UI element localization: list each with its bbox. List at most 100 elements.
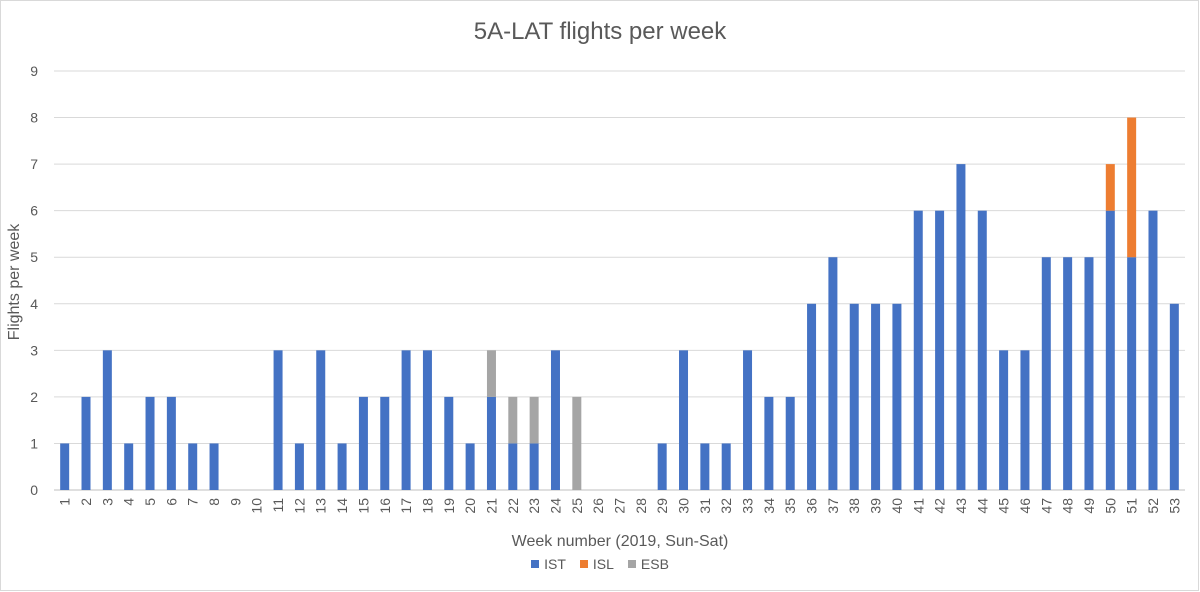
bar-ist-week-32 xyxy=(721,443,731,490)
bar-ist-week-52 xyxy=(1148,210,1158,490)
bar-ist-week-13 xyxy=(316,350,326,490)
bar-ist-week-36 xyxy=(807,303,817,490)
bar-ist-week-23 xyxy=(529,443,539,490)
bar-ist-week-3 xyxy=(102,350,112,490)
y-tick-label: 8 xyxy=(30,110,38,126)
gridlines xyxy=(54,70,1185,491)
x-tick-label: 24 xyxy=(547,498,563,514)
x-tick-label: 38 xyxy=(846,498,862,514)
x-tick-label: 21 xyxy=(483,498,499,514)
x-tick-label: 30 xyxy=(676,498,692,514)
legend-label-esb: ESB xyxy=(640,556,669,572)
bar-ist-week-1 xyxy=(60,443,70,490)
x-tick-label: 31 xyxy=(697,498,713,514)
x-tick-label: 28 xyxy=(633,498,649,514)
x-axis-ticks: 1 2 3 4 5 6 7 8 9 10 11 12 13 14 15 16 17 18 19 20 21 22 23 24 2… xyxy=(57,498,1183,514)
bar-ist-week-39 xyxy=(871,303,881,490)
x-tick-label: 32 xyxy=(718,498,734,514)
bar-ist-week-33 xyxy=(743,350,753,490)
bar-ist-week-16 xyxy=(380,396,390,490)
x-tick-label: 37 xyxy=(825,498,841,514)
bar-ist-week-30 xyxy=(679,350,689,490)
x-tick-label: 43 xyxy=(953,498,969,514)
bar-ist-week-47 xyxy=(1041,257,1051,490)
y-axis-label: Flights per week xyxy=(6,223,23,340)
x-tick-label: 3 xyxy=(99,498,115,506)
x-tick-label: 42 xyxy=(932,498,948,514)
x-tick-label: 25 xyxy=(569,498,585,514)
y-tick-label: 4 xyxy=(30,296,38,312)
bar-ist-week-35 xyxy=(785,396,795,490)
bar-esb-week-23 xyxy=(529,396,539,444)
bar-ist-week-48 xyxy=(1063,257,1073,490)
bar-ist-week-49 xyxy=(1084,257,1094,490)
bar-ist-week-21 xyxy=(486,396,496,490)
y-tick-label: 2 xyxy=(30,389,38,405)
x-tick-label: 1 xyxy=(57,498,73,506)
bar-isl-week-51 xyxy=(1127,117,1137,258)
legend-swatch-isl xyxy=(579,560,588,568)
bar-ist-week-20 xyxy=(465,443,475,490)
x-tick-label: 6 xyxy=(163,498,179,506)
x-tick-label: 26 xyxy=(590,498,606,514)
legend-item-esb: ESB xyxy=(627,556,669,572)
x-tick-label: 27 xyxy=(612,498,628,514)
bar-ist-week-14 xyxy=(337,443,347,490)
bar-ist-week-42 xyxy=(935,210,945,490)
x-tick-label: 5 xyxy=(142,498,158,506)
x-tick-label: 4 xyxy=(121,498,137,506)
chart-title: 5A-LAT flights per week xyxy=(473,18,727,45)
legend: IST ISL ESB xyxy=(0,556,1200,572)
bar-ist-week-19 xyxy=(444,396,454,490)
x-tick-label: 12 xyxy=(291,498,307,514)
bar-ist-week-46 xyxy=(1020,350,1030,490)
x-tick-label: 33 xyxy=(740,498,756,514)
bar-ist-week-43 xyxy=(956,164,966,490)
x-tick-label: 47 xyxy=(1038,498,1054,514)
x-tick-label: 13 xyxy=(313,498,329,514)
bar-ist-week-38 xyxy=(849,303,859,490)
x-tick-label: 44 xyxy=(974,498,990,514)
bar-ist-week-29 xyxy=(657,443,667,490)
x-tick-label: 36 xyxy=(804,498,820,514)
bar-ist-week-4 xyxy=(124,443,134,490)
bar-ist-week-53 xyxy=(1169,303,1179,490)
x-tick-label: 19 xyxy=(441,498,457,514)
legend-swatch-ist xyxy=(531,560,540,568)
bar-ist-week-7 xyxy=(188,443,198,490)
bar-esb-week-21 xyxy=(486,350,496,397)
x-tick-label: 41 xyxy=(910,498,926,514)
legend-label-ist: IST xyxy=(544,556,566,572)
x-axis-label: Week number (2019, Sun-Sat) xyxy=(512,533,729,550)
x-tick-label: 52 xyxy=(1145,498,1161,514)
x-tick-label: 8 xyxy=(206,498,222,506)
bar-ist-week-45 xyxy=(999,350,1009,490)
bar-ist-week-15 xyxy=(358,396,368,490)
bar-ist-week-31 xyxy=(700,443,710,490)
bar-ist-week-11 xyxy=(273,350,283,490)
x-tick-label: 34 xyxy=(761,498,777,514)
x-tick-label: 48 xyxy=(1060,498,1076,514)
y-tick-label: 1 xyxy=(30,435,38,451)
bar-esb-week-22 xyxy=(508,396,518,444)
bars xyxy=(60,117,1179,490)
y-tick-label: 5 xyxy=(30,249,38,265)
bar-ist-week-41 xyxy=(913,210,923,490)
y-tick-label: 3 xyxy=(30,342,38,358)
x-tick-label: 20 xyxy=(462,498,478,514)
x-tick-label: 14 xyxy=(334,498,350,514)
x-tick-label: 9 xyxy=(227,498,243,506)
x-tick-label: 50 xyxy=(1102,498,1118,514)
bar-esb-week-25 xyxy=(572,396,582,490)
x-tick-label: 35 xyxy=(782,498,798,514)
bar-ist-week-37 xyxy=(828,257,838,490)
x-tick-label: 15 xyxy=(355,498,371,514)
y-tick-label: 0 xyxy=(30,482,38,498)
bar-ist-week-24 xyxy=(550,350,560,490)
x-tick-label: 23 xyxy=(526,498,542,514)
bar-ist-week-12 xyxy=(294,443,304,490)
legend-label-isl: ISL xyxy=(592,556,614,572)
bar-ist-week-40 xyxy=(892,303,902,490)
